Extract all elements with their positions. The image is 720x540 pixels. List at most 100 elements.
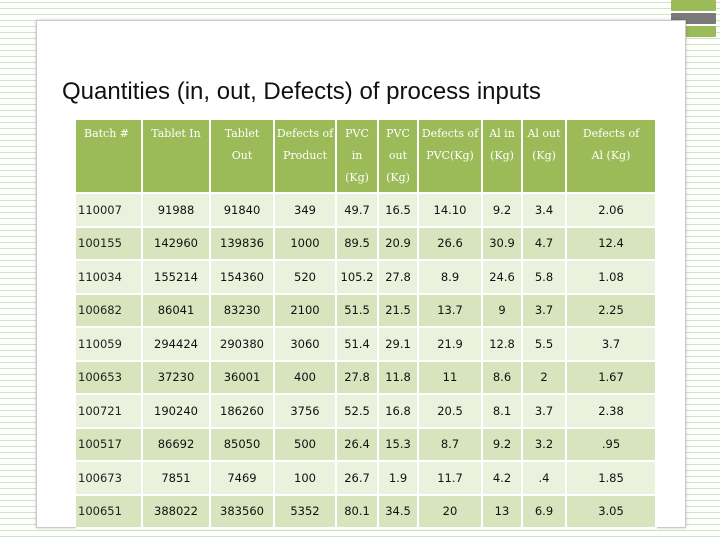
table-cell: 12.4 xyxy=(566,226,657,261)
table-cell: .4 xyxy=(522,461,567,496)
table-cell: 11.8 xyxy=(378,360,419,395)
table-cell: 3.05 xyxy=(566,494,657,529)
column-header-line: PVC xyxy=(345,127,369,140)
table-cell: 15.3 xyxy=(378,427,419,462)
column-header-line: PVC xyxy=(386,127,410,140)
table-cell: 51.4 xyxy=(336,327,379,362)
batch-number-cell: 100721 xyxy=(76,394,143,429)
column-header-line: (Kg) xyxy=(386,171,410,184)
table-cell: 8.9 xyxy=(418,260,483,295)
table-cell: 2.25 xyxy=(566,293,657,328)
table-cell: 12.8 xyxy=(482,327,523,362)
table-cell: 29.1 xyxy=(378,327,419,362)
table-cell: 1.9 xyxy=(378,461,419,496)
table-cell: 37230 xyxy=(142,360,211,395)
table-cell: 21.9 xyxy=(418,327,483,362)
column-header-line: Defects of xyxy=(421,127,479,140)
table-cell: 52.5 xyxy=(336,394,379,429)
column-header-line: Tablet In xyxy=(151,127,201,140)
table-cell: 5352 xyxy=(274,494,337,529)
table-cell: 4.2 xyxy=(482,461,523,496)
table-cell: 105.2 xyxy=(336,260,379,295)
table-cell: 500 xyxy=(274,427,337,462)
table-cell: 91988 xyxy=(142,193,211,228)
table-cell: 9.2 xyxy=(482,193,523,228)
table-cell: 155214 xyxy=(142,260,211,295)
background-stripe xyxy=(0,530,720,531)
table-cell: .95 xyxy=(566,427,657,462)
table-cell: 400 xyxy=(274,360,337,395)
table-cell: 9.2 xyxy=(482,427,523,462)
background-stripe xyxy=(0,2,720,3)
table-cell: 20.9 xyxy=(378,226,419,261)
batch-number-cell: 110059 xyxy=(76,327,143,362)
table-row: 100653 37230 36001 400 27.8 11.8 11 8.6 2 1.67 xyxy=(76,360,657,395)
table-cell: 1.85 xyxy=(566,461,657,496)
column-header-line: in xyxy=(351,149,363,162)
table-row: 100721 190240 186260 3756 52.5 16.8 20.5 8.1 3.7… xyxy=(76,394,657,429)
table-cell: 26.7 xyxy=(336,461,379,496)
table-cell: 24.6 xyxy=(482,260,523,295)
table-cell: 2 xyxy=(522,360,567,395)
column-header-line: Al out xyxy=(527,127,561,140)
table-cell: 186260 xyxy=(210,394,275,429)
table-cell: 30.9 xyxy=(482,226,523,261)
table-cell: 27.8 xyxy=(378,260,419,295)
column-header: PVC in (Kg) xyxy=(336,120,379,194)
column-header-line: (Kg) xyxy=(532,149,556,162)
table-cell: 8.1 xyxy=(482,394,523,429)
table-row: 100155 142960 139836 1000 89.5 20.9 26.6 30.9 4.… xyxy=(76,226,657,261)
table-cell: 14.10 xyxy=(418,193,483,228)
column-header: Defects of PVC(Kg) xyxy=(418,120,483,194)
table-cell: 13.7 xyxy=(418,293,483,328)
table-cell: 6.9 xyxy=(522,494,567,529)
table-cell: 4.7 xyxy=(522,226,567,261)
table-header-row: Batch # Tablet In Tablet Out Defects of Produ… xyxy=(76,120,657,194)
batch-number-cell: 100682 xyxy=(76,293,143,328)
table-cell: 3060 xyxy=(274,327,337,362)
table-body: 110007 91988 91840 349 49.7 16.5 14.10 9.2 3.4 2.… xyxy=(76,193,657,529)
table-cell: 7851 xyxy=(142,461,211,496)
table-cell: 294424 xyxy=(142,327,211,362)
column-header: Defects of Al (Kg) xyxy=(566,120,657,194)
table-cell: 5.8 xyxy=(522,260,567,295)
table-cell: 86692 xyxy=(142,427,211,462)
table-cell: 49.7 xyxy=(336,193,379,228)
column-header-line: (Kg) xyxy=(490,149,514,162)
table-cell: 20 xyxy=(418,494,483,529)
table-cell: 91840 xyxy=(210,193,275,228)
table-cell: 8.6 xyxy=(482,360,523,395)
batch-number-cell: 100653 xyxy=(76,360,143,395)
table-cell: 8.7 xyxy=(418,427,483,462)
table-cell: 2.06 xyxy=(566,193,657,228)
column-header: Defects of Product xyxy=(274,120,337,194)
accent-square-green-bottom xyxy=(671,26,716,37)
column-header: Tablet In xyxy=(142,120,211,194)
table-cell: 139836 xyxy=(210,226,275,261)
column-header: Al in (Kg) xyxy=(482,120,523,194)
table-cell: 86041 xyxy=(142,293,211,328)
table-cell: 5.5 xyxy=(522,327,567,362)
table-row: 100517 86692 85050 500 26.4 15.3 8.7 9.2 3.2.95 xyxy=(76,427,657,462)
table-cell: 190240 xyxy=(142,394,211,429)
table-cell: 1.08 xyxy=(566,260,657,295)
column-header-line: out xyxy=(388,149,408,162)
table-cell: 16.8 xyxy=(378,394,419,429)
column-header: PVC out (Kg) xyxy=(378,120,419,194)
table-cell: 85050 xyxy=(210,427,275,462)
table-row: 100673 7851 7469 100 26.7 1.9 11.7 4.2.4 1.85 xyxy=(76,461,657,496)
table-cell: 3.7 xyxy=(522,394,567,429)
table-cell: 3.7 xyxy=(522,293,567,328)
batch-number-cell: 110007 xyxy=(76,193,143,228)
batch-number-cell: 100517 xyxy=(76,427,143,462)
batch-number-cell: 110034 xyxy=(76,260,143,295)
column-header-line: Al in xyxy=(489,127,515,140)
slide-title: Quantities (in, out, Defects) of process… xyxy=(62,78,541,105)
table-cell: 7469 xyxy=(210,461,275,496)
table-cell: 9 xyxy=(482,293,523,328)
table-cell: 290380 xyxy=(210,327,275,362)
table-cell: 520 xyxy=(274,260,337,295)
table-cell: 142960 xyxy=(142,226,211,261)
batch-number-cell: 100673 xyxy=(76,461,143,496)
table-cell: 27.8 xyxy=(336,360,379,395)
